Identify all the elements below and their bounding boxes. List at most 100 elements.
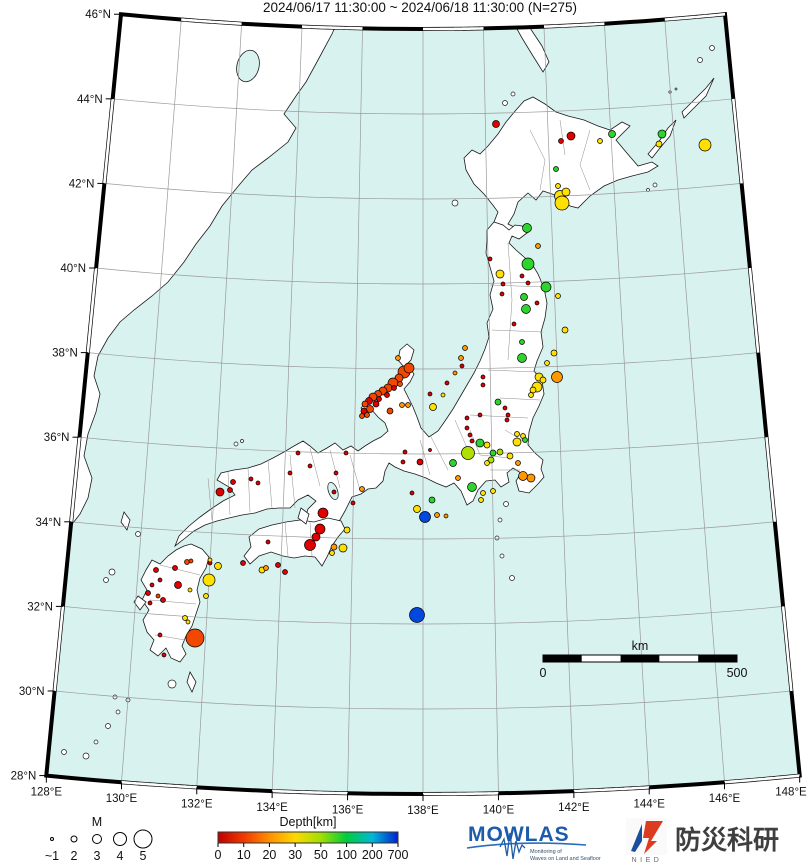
graticule-meridian [543,26,575,792]
quake-marker [462,345,468,351]
quake-marker [397,381,403,387]
quake-marker [461,446,475,460]
quake-marker [515,460,521,466]
quake-marker [240,560,246,566]
lat-label: 30°N [19,686,45,698]
quake-marker [185,628,205,648]
quake-marker [608,130,616,138]
frame-segment [423,27,484,31]
quake-marker [214,562,222,570]
lon-label: 148°E [775,787,807,799]
quake-marker [555,293,561,299]
quake-marker [657,129,667,139]
quake-marker [428,496,436,504]
quake-marker [519,339,525,345]
graticule-labels: 46°N 44°N 42°N 40°N 38°N 36°N 34°N 32°N 30°N 28°N… [11,9,807,817]
frame-segment [423,791,499,796]
depth-tick-label: 10 [237,848,251,862]
map-title: 2024/06/17 11:30:00 ~ 2024/06/18 11:30:0… [263,0,577,15]
quake-marker [489,449,497,457]
small-island [108,568,116,576]
quake-marker [416,458,424,466]
prefecture-border [489,284,546,288]
mowlas-swoosh [466,842,587,849]
quake-marker [494,398,502,406]
lat-label: 32°N [27,601,53,613]
lon-label: 128°E [31,787,63,799]
magnitude-legend-circle [70,835,78,843]
prefecture-border [499,397,541,401]
nied-name: 防災科研 [675,825,779,855]
quake-marker [597,138,603,144]
quake-marker [535,243,541,249]
quake-marker [452,370,458,376]
graticule-meridian [347,28,363,794]
coastline-tsushima [120,511,131,531]
quake-marker [343,526,351,534]
frame-segment [724,774,800,784]
quake-marker [484,460,490,466]
small-island [105,723,111,729]
lat-label: 40°N [60,263,86,275]
quake-marker [469,438,475,444]
quake-marker [359,413,365,419]
quake-marker [467,482,477,492]
quake-marker [698,138,712,152]
quake-marker [376,396,382,402]
scale-bar-frame [542,654,738,663]
quake-marker [521,304,531,314]
quake-marker [174,581,182,589]
lon-label: 142°E [558,802,590,814]
graticule-meridian [483,28,499,794]
quake-marker [519,273,525,279]
quake-marker [185,619,191,625]
quake-marker [551,371,563,383]
prefecture-border [529,129,546,191]
depth-legend: Depth[km] 0 10 20 30 50 100 200 700 [215,815,409,862]
small-island [82,752,90,760]
quake-marker [458,355,464,361]
quake-marker [409,490,415,496]
depth-tick-label: 0 [215,848,222,862]
frame-segment [181,18,242,25]
quake-marker [443,513,449,519]
quake-marker [511,321,517,327]
quake-marker [566,131,576,141]
quake-marker [480,490,486,496]
quake-marker [434,512,440,518]
coastline-kyushu [140,543,210,663]
small-island [497,517,503,523]
scale-unit-label: km [632,639,649,653]
depth-tick-label: 700 [388,848,409,862]
quake-marker [429,403,437,411]
quake-marker [444,380,450,386]
depth-colorbar [217,831,399,844]
quake-marker [157,577,163,583]
quake-marker [400,459,406,465]
quake-marker [282,569,288,575]
quake-marker [311,532,321,542]
small-island [502,100,508,106]
scale-bar-segment [620,655,660,662]
quake-marker [504,417,510,423]
magnitude-legend-value: 2 [71,849,78,863]
graticule-meridian [271,26,303,792]
quake-marker [428,448,432,452]
quake-marker [459,363,465,369]
lon-label: 132°E [181,798,213,810]
quake-marker [157,632,163,638]
quake-marker [395,355,401,361]
prefecture-border [479,454,511,459]
quake-marker [255,480,261,486]
small-island [510,91,516,97]
lat-label: 44°N [77,94,103,106]
frame-segment [272,789,348,795]
lat-label: 34°N [36,517,62,529]
quake-marker [287,470,293,476]
frame-segment [781,606,793,692]
small-island [697,57,703,63]
quake-marker [478,497,484,503]
quake-marker [499,291,505,297]
scale-bar: km 0 500 [540,639,748,680]
